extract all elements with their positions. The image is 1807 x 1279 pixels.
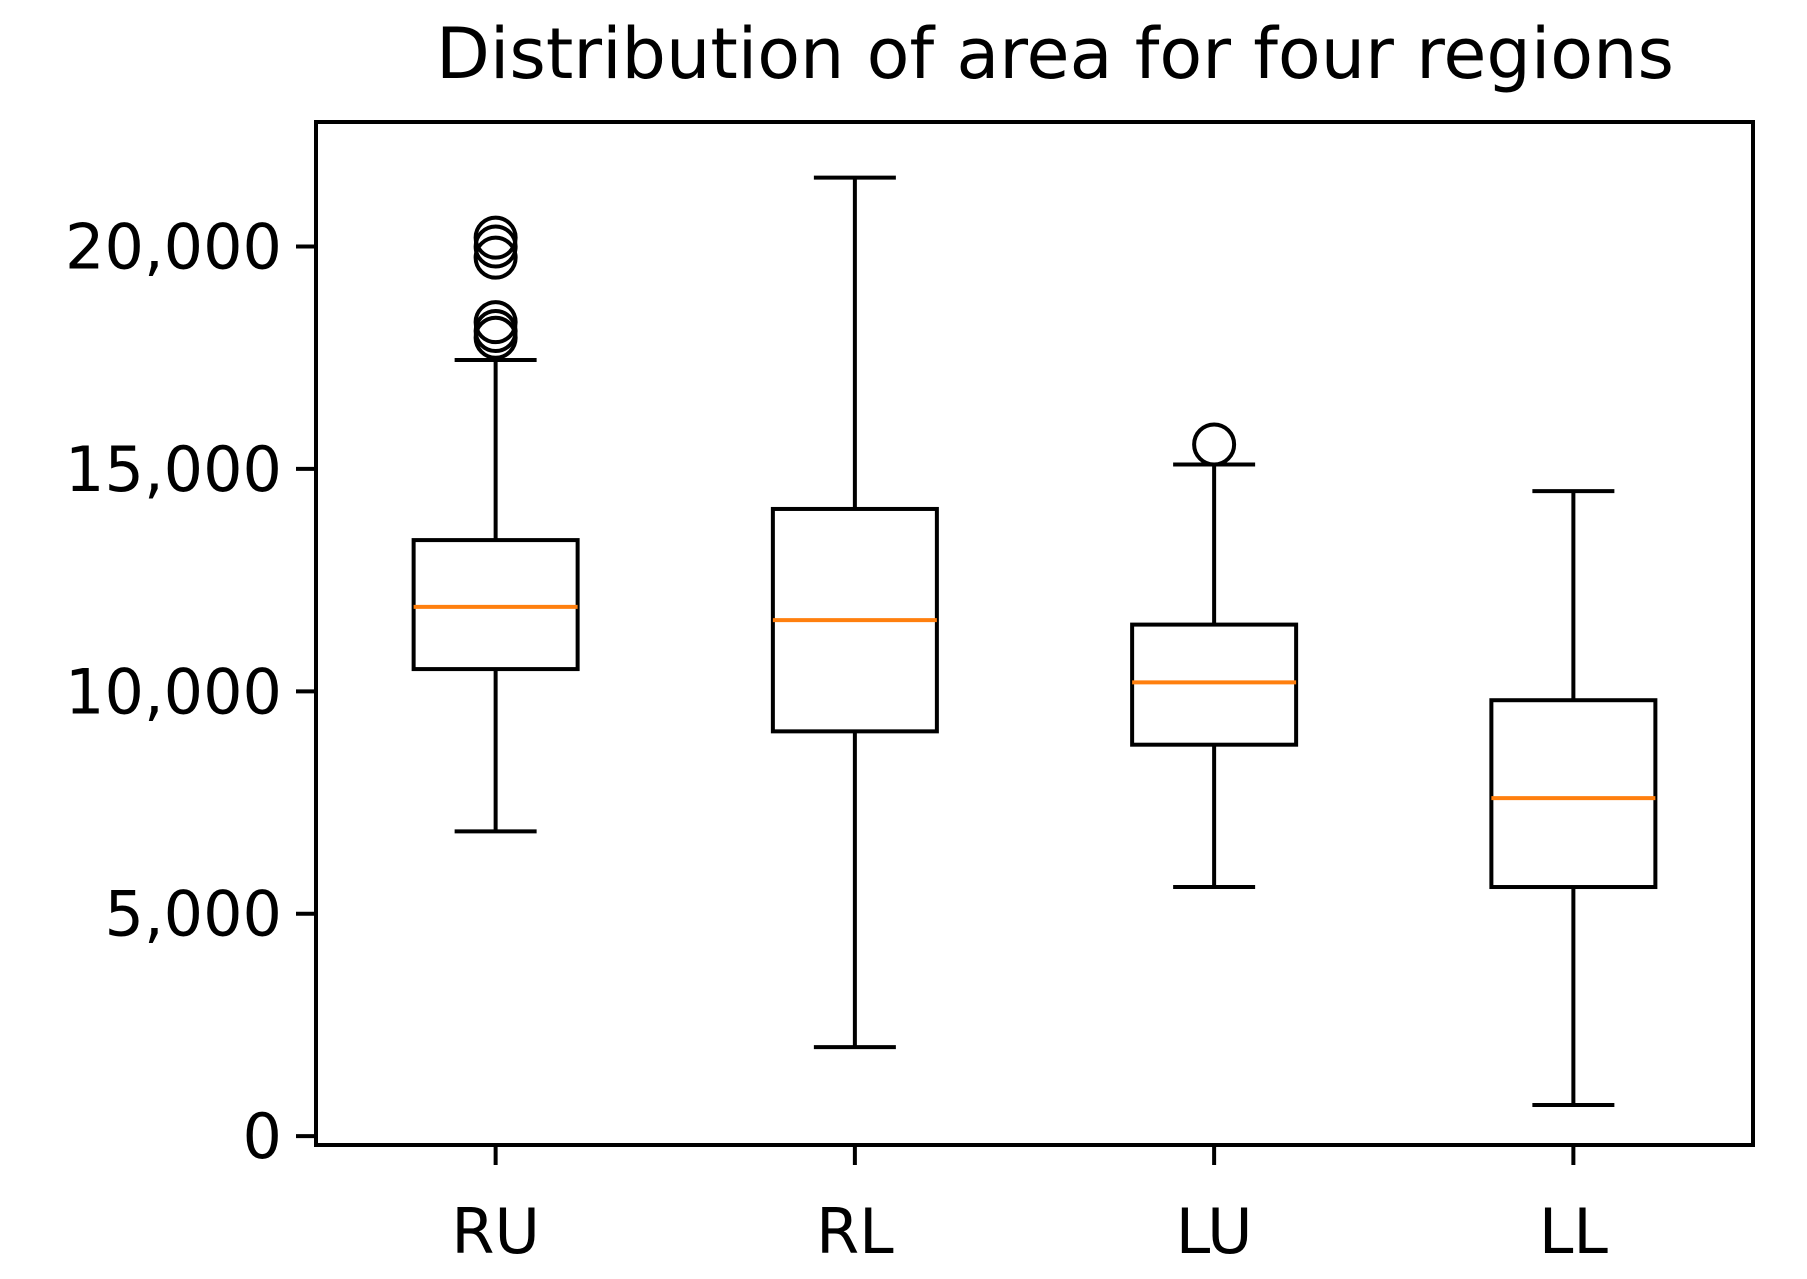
y-tick-label: 15,000 — [65, 433, 282, 506]
x-tick-label: RL — [816, 1195, 894, 1268]
y-tick-label: 0 — [243, 1100, 282, 1173]
box-lu — [1130, 422, 1299, 890]
y-tick-label: 5,000 — [105, 878, 283, 951]
box-rl — [770, 175, 939, 1050]
outlier-point — [473, 224, 518, 269]
x-tick-label: LL — [1539, 1195, 1609, 1268]
plot-frame — [314, 120, 1755, 1147]
box-ru — [411, 215, 580, 834]
x-tick-label: RU — [451, 1195, 539, 1268]
box-ll — [1489, 489, 1658, 1107]
y-tick-label: 20,000 — [65, 211, 282, 284]
outlier-point — [473, 300, 518, 345]
outlier-point — [1192, 422, 1237, 467]
chart-title: Distribution of area for four regions — [436, 13, 1674, 95]
outlier-point — [473, 215, 518, 260]
x-tick-label: LU — [1176, 1195, 1253, 1268]
y-tick-label: 10,000 — [65, 655, 282, 728]
outlier-point — [473, 235, 518, 280]
iqr-box — [1130, 622, 1299, 747]
iqr-box — [411, 538, 580, 672]
chart-axes: 0 5,000 10,000 15,000 20,000 RU RL LU LL — [65, 211, 1608, 1268]
iqr-box — [1489, 698, 1658, 890]
chart-marks — [411, 175, 1658, 1107]
